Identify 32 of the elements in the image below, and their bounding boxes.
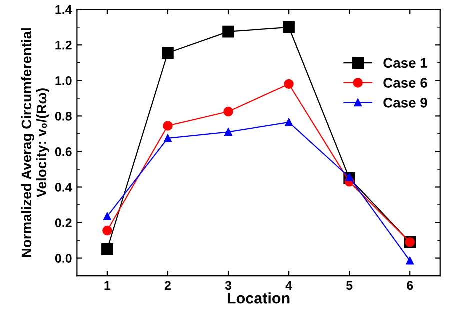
point <box>162 47 174 60</box>
x-tick-label: 5 <box>346 281 353 290</box>
x-tick-label: 3 <box>225 281 232 290</box>
y-tick-label: 0.8 <box>55 112 72 121</box>
legend-label: Case 1 <box>384 58 428 68</box>
x-tick-label: 1 <box>104 281 111 290</box>
point <box>285 118 293 126</box>
point <box>164 134 172 142</box>
y-tick-label: 0.2 <box>55 218 72 228</box>
y-tick-label: 0.6 <box>55 148 72 156</box>
point <box>222 26 234 38</box>
point <box>224 128 232 136</box>
y-tick-label: 0.4 <box>55 183 72 192</box>
point <box>102 226 112 236</box>
y-axis-title: Normalized Averag Circumferential Velocity: v₀/(Rω) <box>21 28 50 258</box>
legend-label: Case 6 <box>384 78 428 88</box>
x-tick-label: 6 <box>407 281 414 290</box>
y-tick-label: 1.0 <box>56 76 72 86</box>
x-tick-label: 2 <box>164 281 171 290</box>
point <box>104 212 112 220</box>
point <box>163 121 173 131</box>
y-tick-label: 1.4 <box>56 6 72 14</box>
point <box>406 257 414 265</box>
legend-label: Case 9 <box>384 98 428 108</box>
point <box>102 244 114 256</box>
point <box>224 106 234 117</box>
y-tick-label: 0.0 <box>55 254 72 263</box>
point <box>283 21 295 34</box>
point <box>284 79 294 90</box>
y-tick-label: 1.2 <box>56 40 72 50</box>
x-axis-title: Location <box>228 292 290 304</box>
x-tick-label: 4 <box>286 281 292 290</box>
